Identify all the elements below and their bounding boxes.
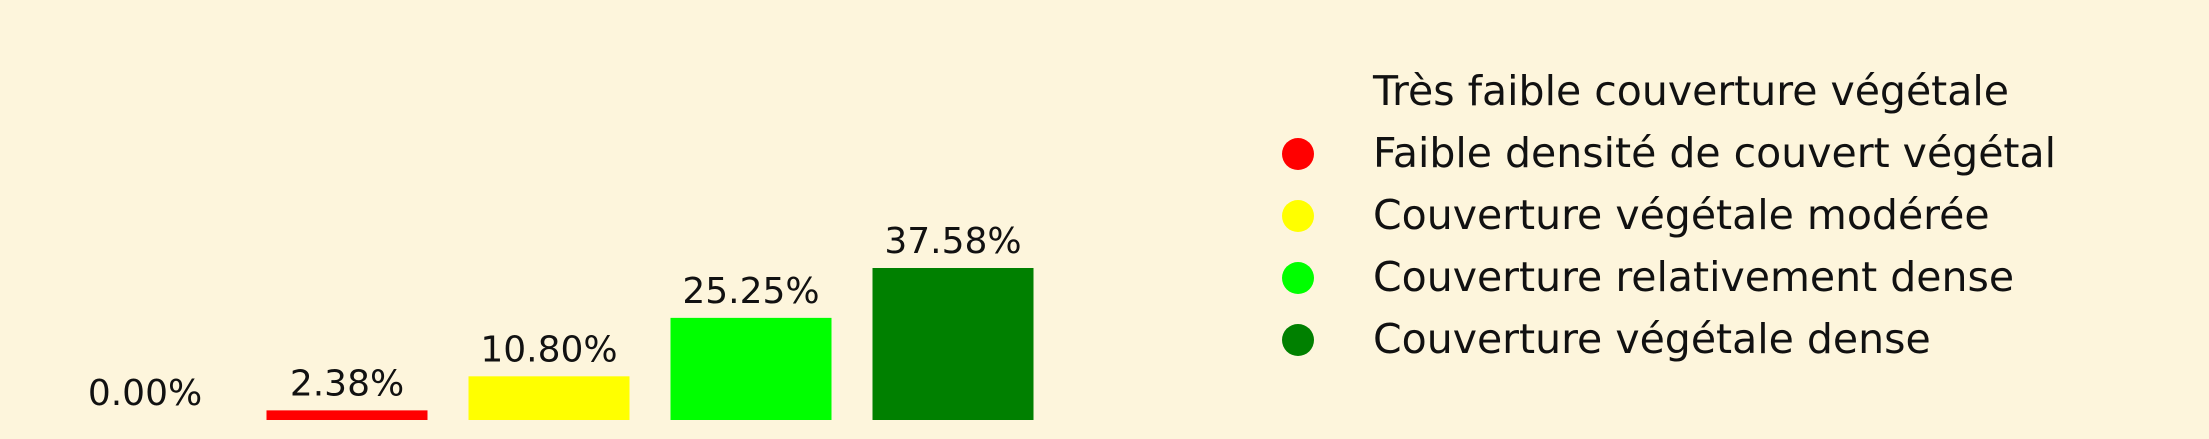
bar-value-label-1: 0.00%	[88, 373, 202, 414]
bar-3	[468, 376, 630, 420]
legend-item-1: Très faible couverture végétale	[1372, 67, 2009, 115]
legend-marker-5	[1282, 324, 1314, 356]
bar-2	[266, 410, 428, 420]
legend-label-5: Couverture végétale dense	[1373, 315, 1931, 363]
legend-label-4: Couverture relativement dense	[1373, 253, 2014, 301]
bar-value-label-5: 37.58%	[884, 221, 1021, 262]
legend-item-5: Couverture végétale dense	[1282, 315, 1931, 363]
legend-label-3: Couverture végétale modérée	[1373, 191, 1990, 239]
bar-5	[872, 268, 1034, 420]
bar-labels-layer: 0.00% 2.38% 10.80% 25.25% 37.58%	[88, 221, 1022, 414]
legend-marker-2	[1282, 138, 1314, 170]
legend-label-2: Faible densité de couvert végétal	[1373, 129, 2056, 177]
bar-value-label-2: 2.38%	[290, 363, 404, 404]
bars-layer	[266, 268, 1034, 420]
bar-value-label-4: 25.25%	[682, 271, 819, 312]
bar-4	[670, 317, 832, 420]
legend-marker-4	[1282, 262, 1314, 294]
legend-marker-3	[1282, 200, 1314, 232]
bar-value-label-3: 10.80%	[480, 329, 617, 370]
legend-item-3: Couverture végétale modérée	[1282, 191, 1990, 239]
legend: Très faible couverture végétale Faible de…	[1282, 67, 2056, 363]
legend-item-4: Couverture relativement dense	[1282, 253, 2014, 301]
legend-item-2: Faible densité de couvert végétal	[1282, 129, 2056, 177]
legend-label-1: Très faible couverture végétale	[1372, 67, 2009, 115]
